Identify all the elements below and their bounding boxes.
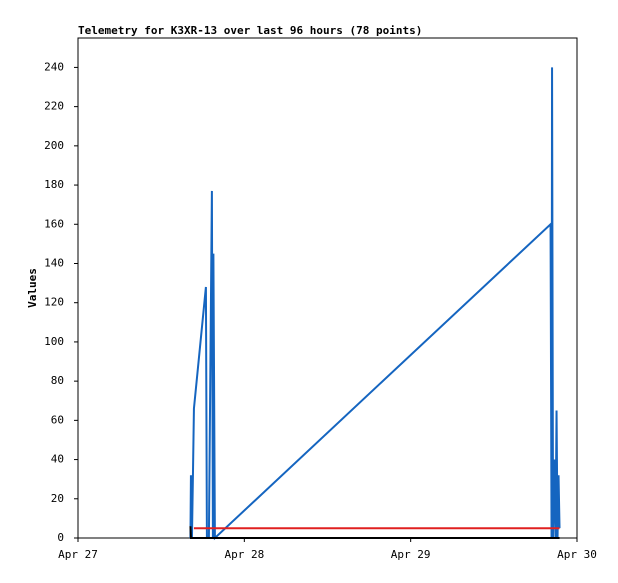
x-tick-label: Apr 29	[391, 548, 431, 561]
y-tick-label: 60	[51, 413, 64, 426]
y-tick-label: 120	[44, 296, 64, 309]
y-tick-label: 200	[44, 139, 64, 152]
y-tick-label: 0	[57, 531, 64, 544]
y-tick-label: 80	[51, 374, 64, 387]
y-tick-label: 140	[44, 256, 64, 269]
x-tick-label: Apr 30	[557, 548, 597, 561]
y-axis-label: Values	[26, 268, 39, 308]
y-tick-label: 100	[44, 335, 64, 348]
series-line	[189, 67, 561, 541]
y-tick-label: 180	[44, 178, 64, 191]
x-tick-label: Apr 28	[224, 548, 264, 561]
y-tick-label: 240	[44, 60, 64, 73]
y-tick-label: 220	[44, 100, 64, 113]
series-line	[189, 526, 560, 539]
y-tick-label: 20	[51, 492, 64, 505]
y-tick-label: 40	[51, 453, 64, 466]
chart-title: Telemetry for K3XR-13 over last 96 hours…	[78, 24, 422, 37]
x-tick-label: Apr 27	[58, 548, 98, 561]
y-tick-label: 160	[44, 217, 64, 230]
